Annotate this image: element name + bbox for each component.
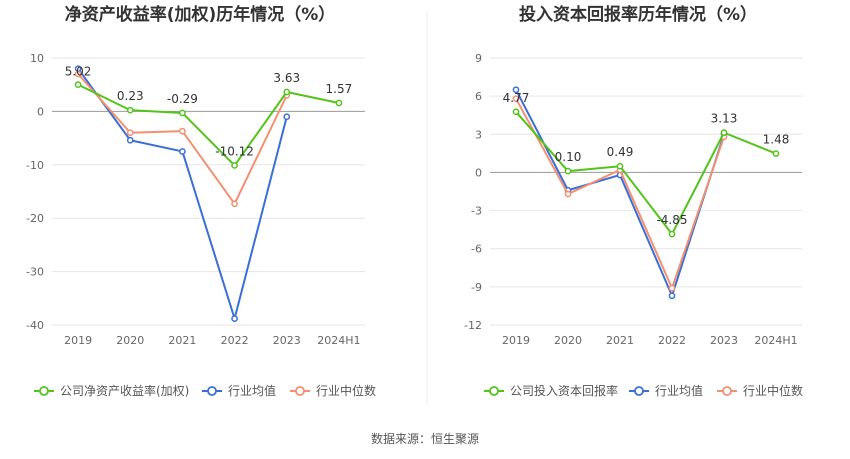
data-point: [179, 127, 186, 135]
legend-swatch-marker: [489, 386, 499, 396]
x-tick-label: 2022: [221, 334, 249, 347]
y-tick-label: -3: [471, 205, 482, 218]
data-point: [668, 292, 676, 300]
x-tick-label: 2019: [502, 334, 530, 347]
data-point: [74, 70, 82, 78]
chart-title: 净资产收益率(加权)历年情况（%）: [65, 4, 336, 25]
data-label: -4.85: [656, 213, 687, 227]
x-tick-label: 2024H1: [317, 334, 360, 347]
data-point: [512, 108, 520, 116]
source-note: 数据来源：恒生聚源: [371, 431, 479, 446]
legend-label: 公司投入资本回报率: [510, 383, 618, 398]
data-point: [126, 129, 134, 137]
legend-label: 行业中位数: [743, 383, 803, 398]
y-tick-label: -20: [26, 212, 44, 225]
y-tick-label: 6: [475, 90, 482, 103]
y-tick-label: 9: [475, 52, 482, 65]
x-tick-label: 2024H1: [754, 334, 797, 347]
legend-label: 行业均值: [655, 383, 703, 398]
x-tick-label: 2021: [168, 334, 196, 347]
legend-label: 公司净资产收益率(加权): [60, 383, 189, 398]
data-point: [772, 150, 780, 157]
data-point: [668, 284, 676, 292]
series-line: [515, 111, 777, 236]
roe-chart: 净资产收益率(加权)历年情况（%） 10 0 -10 -20 -30 -40 2019 2020…: [26, 4, 376, 398]
y-tick-label: -6: [471, 243, 482, 256]
x-tick-label: 2023: [710, 334, 738, 347]
legend-label: 行业中位数: [316, 383, 376, 398]
data-label: 5.02: [65, 65, 92, 79]
chart-title: 投入资本回报率历年情况（%）: [519, 4, 757, 25]
data-point: [720, 129, 728, 136]
roic-chart: 投入资本回报率历年情况（%） 9 6 3 0 -3 -6 -9 -12 2019 2020 2021 2…: [464, 4, 803, 398]
y-tick-label: 0: [475, 166, 482, 179]
data-point: [512, 86, 520, 94]
y-tick-label: 10: [30, 52, 44, 65]
x-tick-label: 2023: [273, 334, 301, 347]
y-tick-label: -12: [464, 319, 482, 332]
data-point: [668, 230, 676, 238]
data-label: 4.77: [503, 91, 530, 105]
legend-label: 行业均值: [228, 383, 276, 398]
data-point: [231, 162, 238, 169]
x-tick-label: 2021: [606, 334, 634, 347]
y-tick-label: -40: [26, 319, 44, 332]
data-point: [616, 162, 624, 170]
x-tick-label: 2020: [116, 334, 144, 347]
data-point: [179, 109, 186, 117]
legend-swatch-marker: [722, 386, 732, 396]
data-point: [335, 99, 343, 107]
data-point: [126, 106, 134, 114]
y-tick-label: 0: [37, 105, 44, 118]
legend-swatch-marker: [207, 386, 217, 396]
y-tick-label: -30: [26, 266, 44, 279]
data-point: [564, 167, 572, 175]
data-point: [283, 113, 291, 121]
data-label: 0.49: [607, 145, 634, 159]
data-point: [74, 81, 82, 88]
series-line: [77, 68, 288, 320]
data-label: 1.48: [763, 133, 790, 147]
data-label: 1.57: [326, 82, 353, 96]
data-point: [283, 88, 291, 96]
x-tick-label: 2022: [658, 334, 686, 347]
data-point: [564, 190, 572, 198]
data-point: [231, 315, 238, 322]
data-point: [179, 148, 186, 155]
y-tick-label: -9: [471, 281, 482, 294]
legend-swatch-marker: [295, 386, 305, 396]
legend-swatch-marker: [634, 386, 644, 396]
x-tick-label: 2019: [64, 334, 92, 347]
data-point: [126, 136, 134, 144]
data-label: 3.13: [711, 112, 738, 126]
data-point: [231, 200, 238, 208]
y-tick-label: -10: [26, 159, 44, 172]
data-label: -10.12: [215, 144, 254, 158]
legend-swatch-marker: [39, 386, 49, 396]
data-label: 0.10: [555, 150, 582, 164]
series-line: [77, 83, 340, 167]
data-label: 0.23: [117, 89, 144, 103]
data-label: 3.63: [273, 71, 300, 85]
data-label: -0.29: [167, 92, 198, 106]
y-tick-label: 3: [475, 128, 482, 141]
x-tick-label: 2020: [554, 334, 582, 347]
data-point: [512, 95, 520, 103]
